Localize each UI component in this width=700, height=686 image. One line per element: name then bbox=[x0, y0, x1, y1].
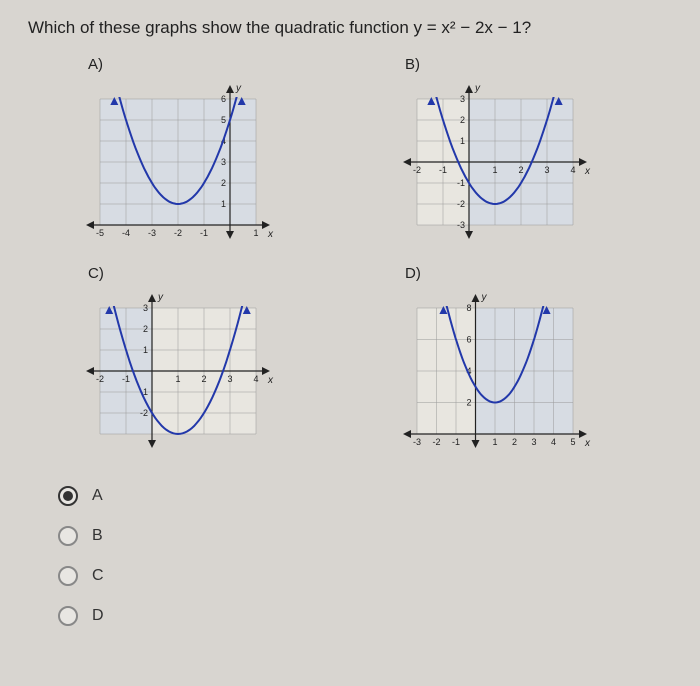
svg-text:-2: -2 bbox=[140, 408, 148, 418]
svg-text:5: 5 bbox=[570, 437, 575, 447]
svg-text:2: 2 bbox=[460, 115, 465, 125]
chart-cell-b: B) -2 -1 1 2 3 4 -3 -2 -1 1 2 3 x y bbox=[395, 56, 672, 247]
chart-label-c: C) bbox=[88, 265, 355, 282]
svg-text:6: 6 bbox=[466, 335, 471, 345]
svg-text:4: 4 bbox=[570, 165, 575, 175]
svg-text:2: 2 bbox=[518, 165, 523, 175]
chart-d: -3-2-1123452468xy bbox=[395, 286, 595, 456]
svg-text:1: 1 bbox=[253, 228, 258, 238]
chart-cell-c: C) -2-11234-2-1123xy bbox=[78, 265, 355, 456]
svg-text:-1: -1 bbox=[457, 178, 465, 188]
svg-text:-1: -1 bbox=[122, 374, 130, 384]
svg-text:1: 1 bbox=[460, 136, 465, 146]
svg-text:x: x bbox=[267, 375, 274, 386]
option-a[interactable]: A bbox=[58, 486, 672, 506]
chart-c: -2-11234-2-1123xy bbox=[78, 286, 278, 456]
svg-text:4: 4 bbox=[253, 374, 258, 384]
svg-text:2: 2 bbox=[512, 437, 517, 447]
svg-text:-3: -3 bbox=[413, 437, 421, 447]
svg-text:8: 8 bbox=[466, 303, 471, 313]
option-label: C bbox=[92, 567, 104, 585]
radio-c[interactable] bbox=[58, 566, 78, 586]
svg-text:-2: -2 bbox=[432, 437, 440, 447]
svg-text:3: 3 bbox=[544, 165, 549, 175]
svg-text:x: x bbox=[584, 166, 591, 177]
svg-text:4: 4 bbox=[551, 437, 556, 447]
svg-text:-4: -4 bbox=[122, 228, 130, 238]
option-label: B bbox=[92, 527, 103, 545]
chart-label-a: A) bbox=[88, 56, 355, 73]
svg-text:2: 2 bbox=[201, 374, 206, 384]
svg-text:3: 3 bbox=[531, 437, 536, 447]
radio-a[interactable] bbox=[58, 486, 78, 506]
svg-text:1: 1 bbox=[175, 374, 180, 384]
svg-text:2: 2 bbox=[143, 324, 148, 334]
svg-text:3: 3 bbox=[221, 157, 226, 167]
chart-cell-d: D) -3-2-1123452468xy bbox=[395, 265, 672, 456]
chart-label-b: B) bbox=[405, 56, 672, 73]
svg-text:x: x bbox=[267, 229, 274, 240]
chart-b: -2 -1 1 2 3 4 -3 -2 -1 1 2 3 x y bbox=[395, 77, 595, 247]
svg-text:1: 1 bbox=[221, 199, 226, 209]
answer-options: A B C D bbox=[58, 486, 672, 626]
svg-text:y: y bbox=[474, 83, 481, 94]
svg-text:6: 6 bbox=[221, 94, 226, 104]
option-b[interactable]: B bbox=[58, 526, 672, 546]
svg-text:3: 3 bbox=[143, 303, 148, 313]
option-label: A bbox=[92, 487, 103, 505]
svg-text:-1: -1 bbox=[452, 437, 460, 447]
svg-text:-2: -2 bbox=[413, 165, 421, 175]
svg-text:y: y bbox=[481, 292, 488, 303]
svg-text:5: 5 bbox=[221, 115, 226, 125]
svg-text:-2: -2 bbox=[96, 374, 104, 384]
question-text: Which of these graphs show the quadratic… bbox=[28, 18, 672, 38]
option-c[interactable]: C bbox=[58, 566, 672, 586]
svg-text:2: 2 bbox=[466, 398, 471, 408]
svg-text:y: y bbox=[235, 83, 242, 94]
svg-text:1: 1 bbox=[492, 437, 497, 447]
svg-text:1: 1 bbox=[143, 345, 148, 355]
radio-b[interactable] bbox=[58, 526, 78, 546]
svg-text:-1: -1 bbox=[200, 228, 208, 238]
option-label: D bbox=[92, 607, 104, 625]
svg-text:-3: -3 bbox=[148, 228, 156, 238]
option-d[interactable]: D bbox=[58, 606, 672, 626]
svg-text:2: 2 bbox=[221, 178, 226, 188]
chart-cell-a: A) -5-4-3-2-11123456xy bbox=[78, 56, 355, 247]
chart-a: -5-4-3-2-11123456xy bbox=[78, 77, 278, 247]
svg-text:x: x bbox=[584, 438, 591, 449]
radio-d[interactable] bbox=[58, 606, 78, 626]
svg-text:3: 3 bbox=[227, 374, 232, 384]
charts-grid: A) -5 -4 -3 -2 -1 1 1 2 3 4 5 6 x y B) -2 -1 1 2 3 4 -3 -2 -1… bbox=[78, 56, 672, 456]
svg-text:-2: -2 bbox=[457, 199, 465, 209]
svg-text:-5: -5 bbox=[96, 228, 104, 238]
svg-text:3: 3 bbox=[460, 94, 465, 104]
svg-text:-3: -3 bbox=[457, 220, 465, 230]
svg-text:y: y bbox=[157, 292, 164, 303]
chart-label-d: D) bbox=[405, 265, 672, 282]
svg-text:-2: -2 bbox=[174, 228, 182, 238]
svg-text:1: 1 bbox=[492, 165, 497, 175]
svg-text:-1: -1 bbox=[439, 165, 447, 175]
